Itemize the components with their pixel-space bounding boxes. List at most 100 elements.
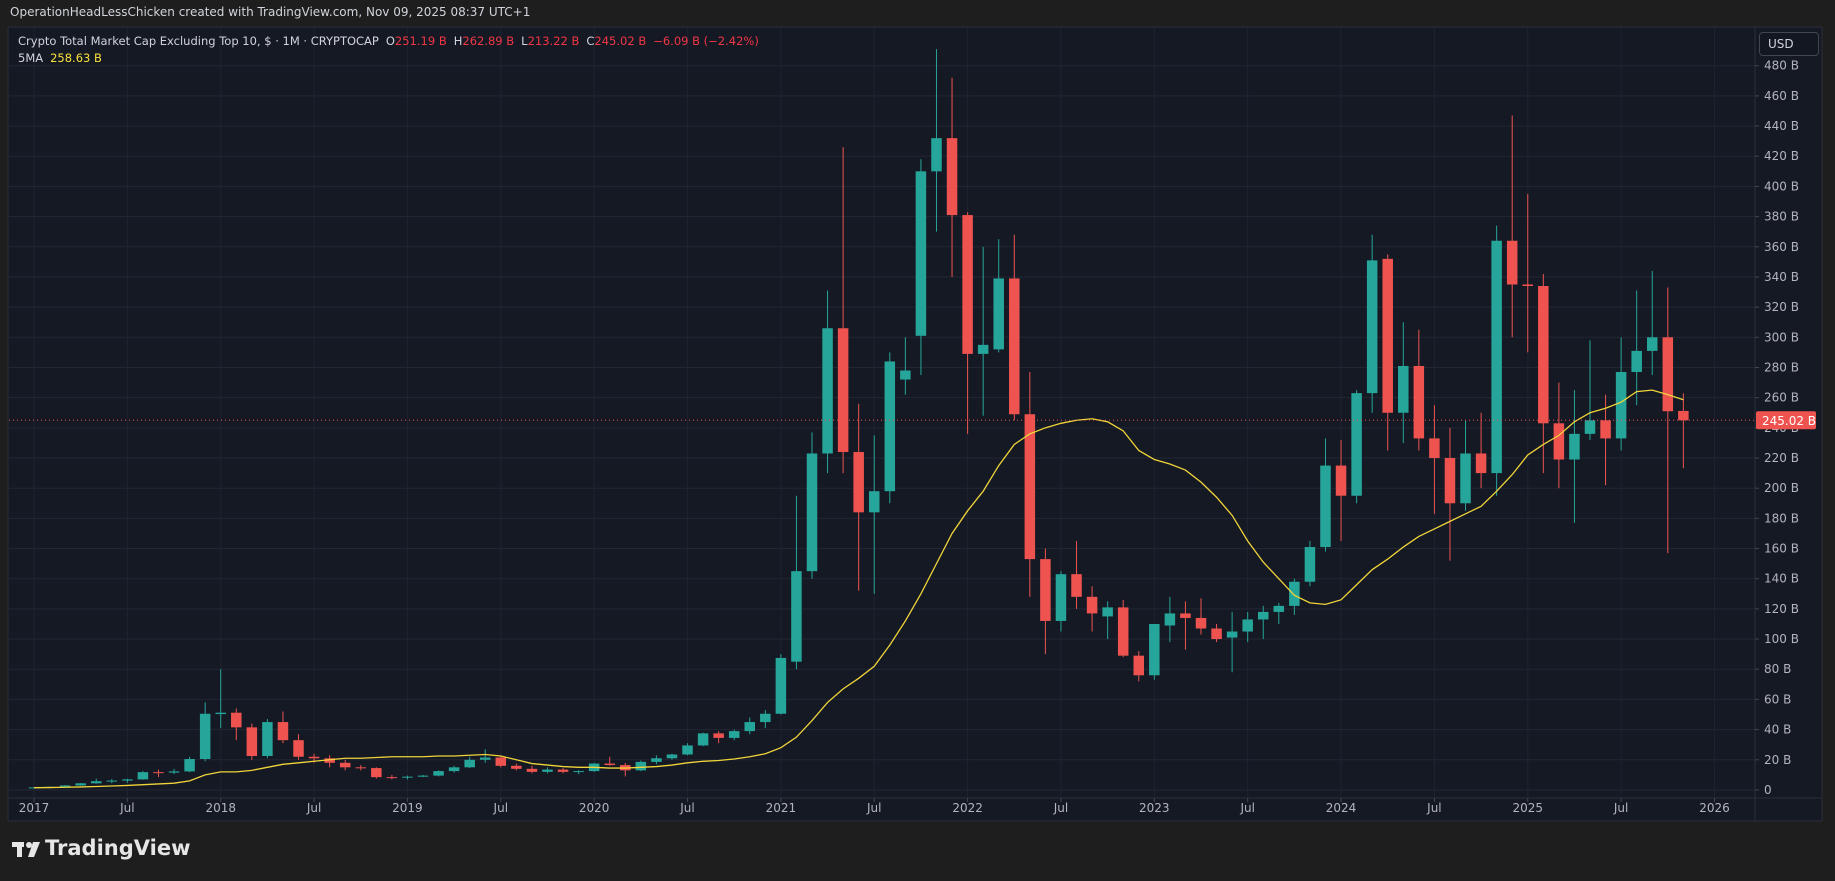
y-tick-label: 0 [1764,783,1772,797]
candle-body [822,328,833,454]
candle-body [402,776,413,778]
close-value: 245.02 B [594,34,647,48]
candle-body [28,787,40,789]
candle-body [977,344,989,354]
candle-body [231,712,242,728]
candle-body [775,657,787,714]
candle-body [1289,581,1300,606]
high-value: 262.89 B [462,34,515,48]
candle-body [1195,617,1207,629]
x-tick-label: 2018 [205,801,236,815]
candle-body [744,722,756,732]
candle-body [1211,628,1222,640]
candle-body [1024,414,1036,560]
candle-body [122,779,133,781]
candle-body [931,138,942,172]
y-tick-label: 480 B [1764,59,1799,73]
y-tick-label: 220 B [1764,451,1799,465]
y-tick-label: 460 B [1764,89,1799,103]
x-tick-label: 2019 [392,801,423,815]
candle-body [1460,453,1471,504]
candle-body [526,768,538,772]
x-tick-label: 2020 [579,801,610,815]
low-value: 213.22 B [527,34,580,48]
candle-body [1506,240,1518,285]
x-tick-label: Jul [306,801,321,815]
candle-body [277,722,289,741]
high-label: H [453,34,463,48]
candle-body [1522,284,1534,287]
x-tick-label: 2021 [766,801,797,815]
candle-body [448,767,460,772]
y-tick-label: 100 B [1764,632,1799,646]
candle-body [1040,559,1051,621]
last-price-tag [1756,411,1816,430]
candle-body [1257,611,1269,620]
y-tick-label: 80 B [1764,662,1791,676]
candle-body [868,491,880,513]
candle-body [386,777,398,779]
candle-body [1071,574,1082,597]
candle-body [900,370,911,380]
open-value: 251.19 B [394,34,447,48]
candle-body [1366,260,1378,394]
y-tick-label: 340 B [1764,270,1799,284]
y-tick-label: 160 B [1764,542,1799,556]
candle-body [1335,465,1347,496]
y-tick-label: 320 B [1764,300,1799,314]
candle-body [1102,607,1113,617]
candle-body [1180,613,1191,618]
candle-body [962,215,973,354]
y-tick-label: 420 B [1764,149,1799,163]
y-tick-label: 120 B [1764,602,1799,616]
candle-body [106,780,118,782]
candle-body [1615,372,1627,439]
y-tick-label: 280 B [1764,360,1799,374]
candle-body [1242,619,1253,632]
y-tick-label: 380 B [1764,210,1799,224]
candle-body [993,278,1004,350]
candle-body [495,757,507,766]
candle-body [1009,278,1020,415]
candle-body [293,740,304,757]
candle-body [1226,631,1238,638]
currency-button[interactable]: USD [1759,32,1819,56]
x-tick-label: Jul [866,801,881,815]
candle-body [573,771,584,773]
candle-body [1398,365,1409,413]
candle-body [557,769,569,772]
candle-body [464,759,475,768]
y-tick-label: 20 B [1764,753,1791,767]
candle-body [59,785,71,787]
y-tick-label: 440 B [1764,119,1799,133]
x-tick-label: 2024 [1326,801,1357,815]
candle-body [75,783,86,786]
candle-body [1149,623,1160,676]
last-price-label: 245.02 B [1762,414,1816,428]
brand: TradingView [45,836,191,860]
candle-body [1055,574,1067,621]
candle-body [433,771,444,776]
candle-body [651,758,662,762]
ma-value: 258.63 B [50,51,102,65]
candle-body [1678,410,1689,421]
candle-body [1646,337,1658,351]
x-tick-label: Jul [1239,801,1254,815]
candle-body [355,767,367,769]
candle-body [1413,365,1425,439]
y-tick-label: 140 B [1764,572,1799,586]
y-tick-label: 400 B [1764,179,1799,193]
candle-body [604,763,615,766]
candle-body [324,758,335,763]
candle-body [760,713,771,723]
x-tick-label: Jul [679,801,694,815]
candle-body [1662,337,1674,412]
x-tick-label: Jul [1053,801,1068,815]
x-tick-label: 2017 [19,801,50,815]
candle-body [542,769,553,772]
ma-line [33,389,1684,789]
low-label: L [521,34,528,48]
candle-body [713,733,724,738]
y-tick-label: 180 B [1764,511,1799,525]
